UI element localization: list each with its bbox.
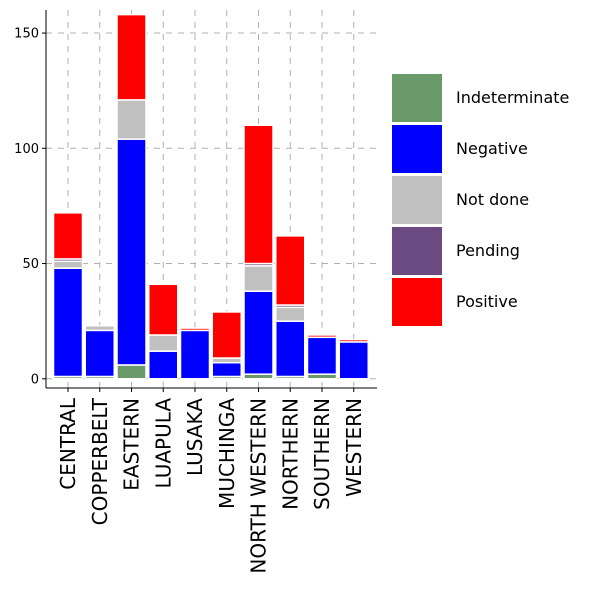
bar-eastern-negative — [116, 138, 147, 366]
bar-lusaka-negative — [179, 329, 211, 380]
y-tick-label: 50 — [22, 257, 39, 272]
legend-swatch-positive — [392, 278, 442, 326]
bar-eastern-positive — [116, 13, 147, 101]
x-tick-label: MUCHINGA — [215, 398, 239, 509]
bar-luapula-positive — [148, 283, 179, 336]
bar-eastern-not-done — [116, 99, 147, 140]
x-tick-label: NORTH WESTERN — [247, 398, 271, 574]
y-ticks: 0 50 100 150 — [14, 27, 46, 387]
x-tick-label: CENTRAL — [56, 397, 80, 490]
bar-north-western-positive — [243, 124, 274, 265]
bar-lusaka-positive — [179, 327, 211, 332]
bars — [52, 13, 369, 380]
y-tick-label: 100 — [14, 142, 39, 157]
bar-north-western-negative — [243, 290, 274, 375]
bar-western-positive — [338, 338, 369, 343]
legend-swatch-indeterminate — [392, 74, 442, 122]
bar-northern-negative — [275, 320, 306, 378]
y-tick-label: 150 — [14, 27, 39, 42]
bar-muchinga-negative — [211, 361, 242, 378]
bar-central-negative — [52, 267, 84, 378]
bar-southern-negative — [306, 336, 338, 375]
legend-swatch-negative — [392, 125, 442, 173]
bar-copperbelt-negative — [84, 329, 115, 378]
x-tick-label: LUSAKA — [183, 398, 207, 476]
bar-north-western-not-done — [243, 265, 274, 292]
x-tick-label: COPPERBELT — [88, 397, 112, 525]
legend-label-negative: Negative — [456, 139, 528, 158]
bar-copperbelt-not-done — [84, 325, 115, 332]
bar-luapula-negative — [148, 350, 179, 380]
x-tick-label: LUAPULA — [151, 398, 175, 489]
legend-label-indeterminate: Indeterminate — [456, 88, 569, 107]
bar-luapula-not-done — [148, 334, 179, 352]
legend-swatch-pending — [392, 227, 442, 275]
x-tick-label: EASTERN — [120, 398, 144, 491]
bar-central-not-done — [52, 260, 84, 269]
legend-label-positive: Positive — [456, 292, 518, 311]
legend-label-pending: Pending — [456, 241, 520, 260]
x-tick-label: SOUTHERN — [310, 398, 334, 510]
bar-central-positive — [52, 212, 84, 260]
legend: Indeterminate Negative Not done Pending Posi… — [392, 74, 569, 326]
x-tick-label: WESTERN — [342, 398, 366, 497]
y-tick-label: 0 — [31, 372, 39, 387]
bar-northern-positive — [275, 235, 306, 306]
bar-southern-positive — [306, 334, 338, 339]
legend-swatch-not-done — [392, 176, 442, 224]
bar-eastern-indeterminate — [116, 364, 147, 380]
bar-northern-not-done — [275, 306, 306, 322]
legend-label-not-done: Not done — [456, 190, 529, 209]
bar-western-negative — [338, 341, 369, 380]
x-tick-label: NORTHERN — [278, 398, 302, 510]
bar-muchinga-positive — [211, 311, 242, 359]
x-ticks: CENTRAL COPPERBELT EASTERN LUAPULA LUSAKA MUC… — [56, 388, 366, 574]
